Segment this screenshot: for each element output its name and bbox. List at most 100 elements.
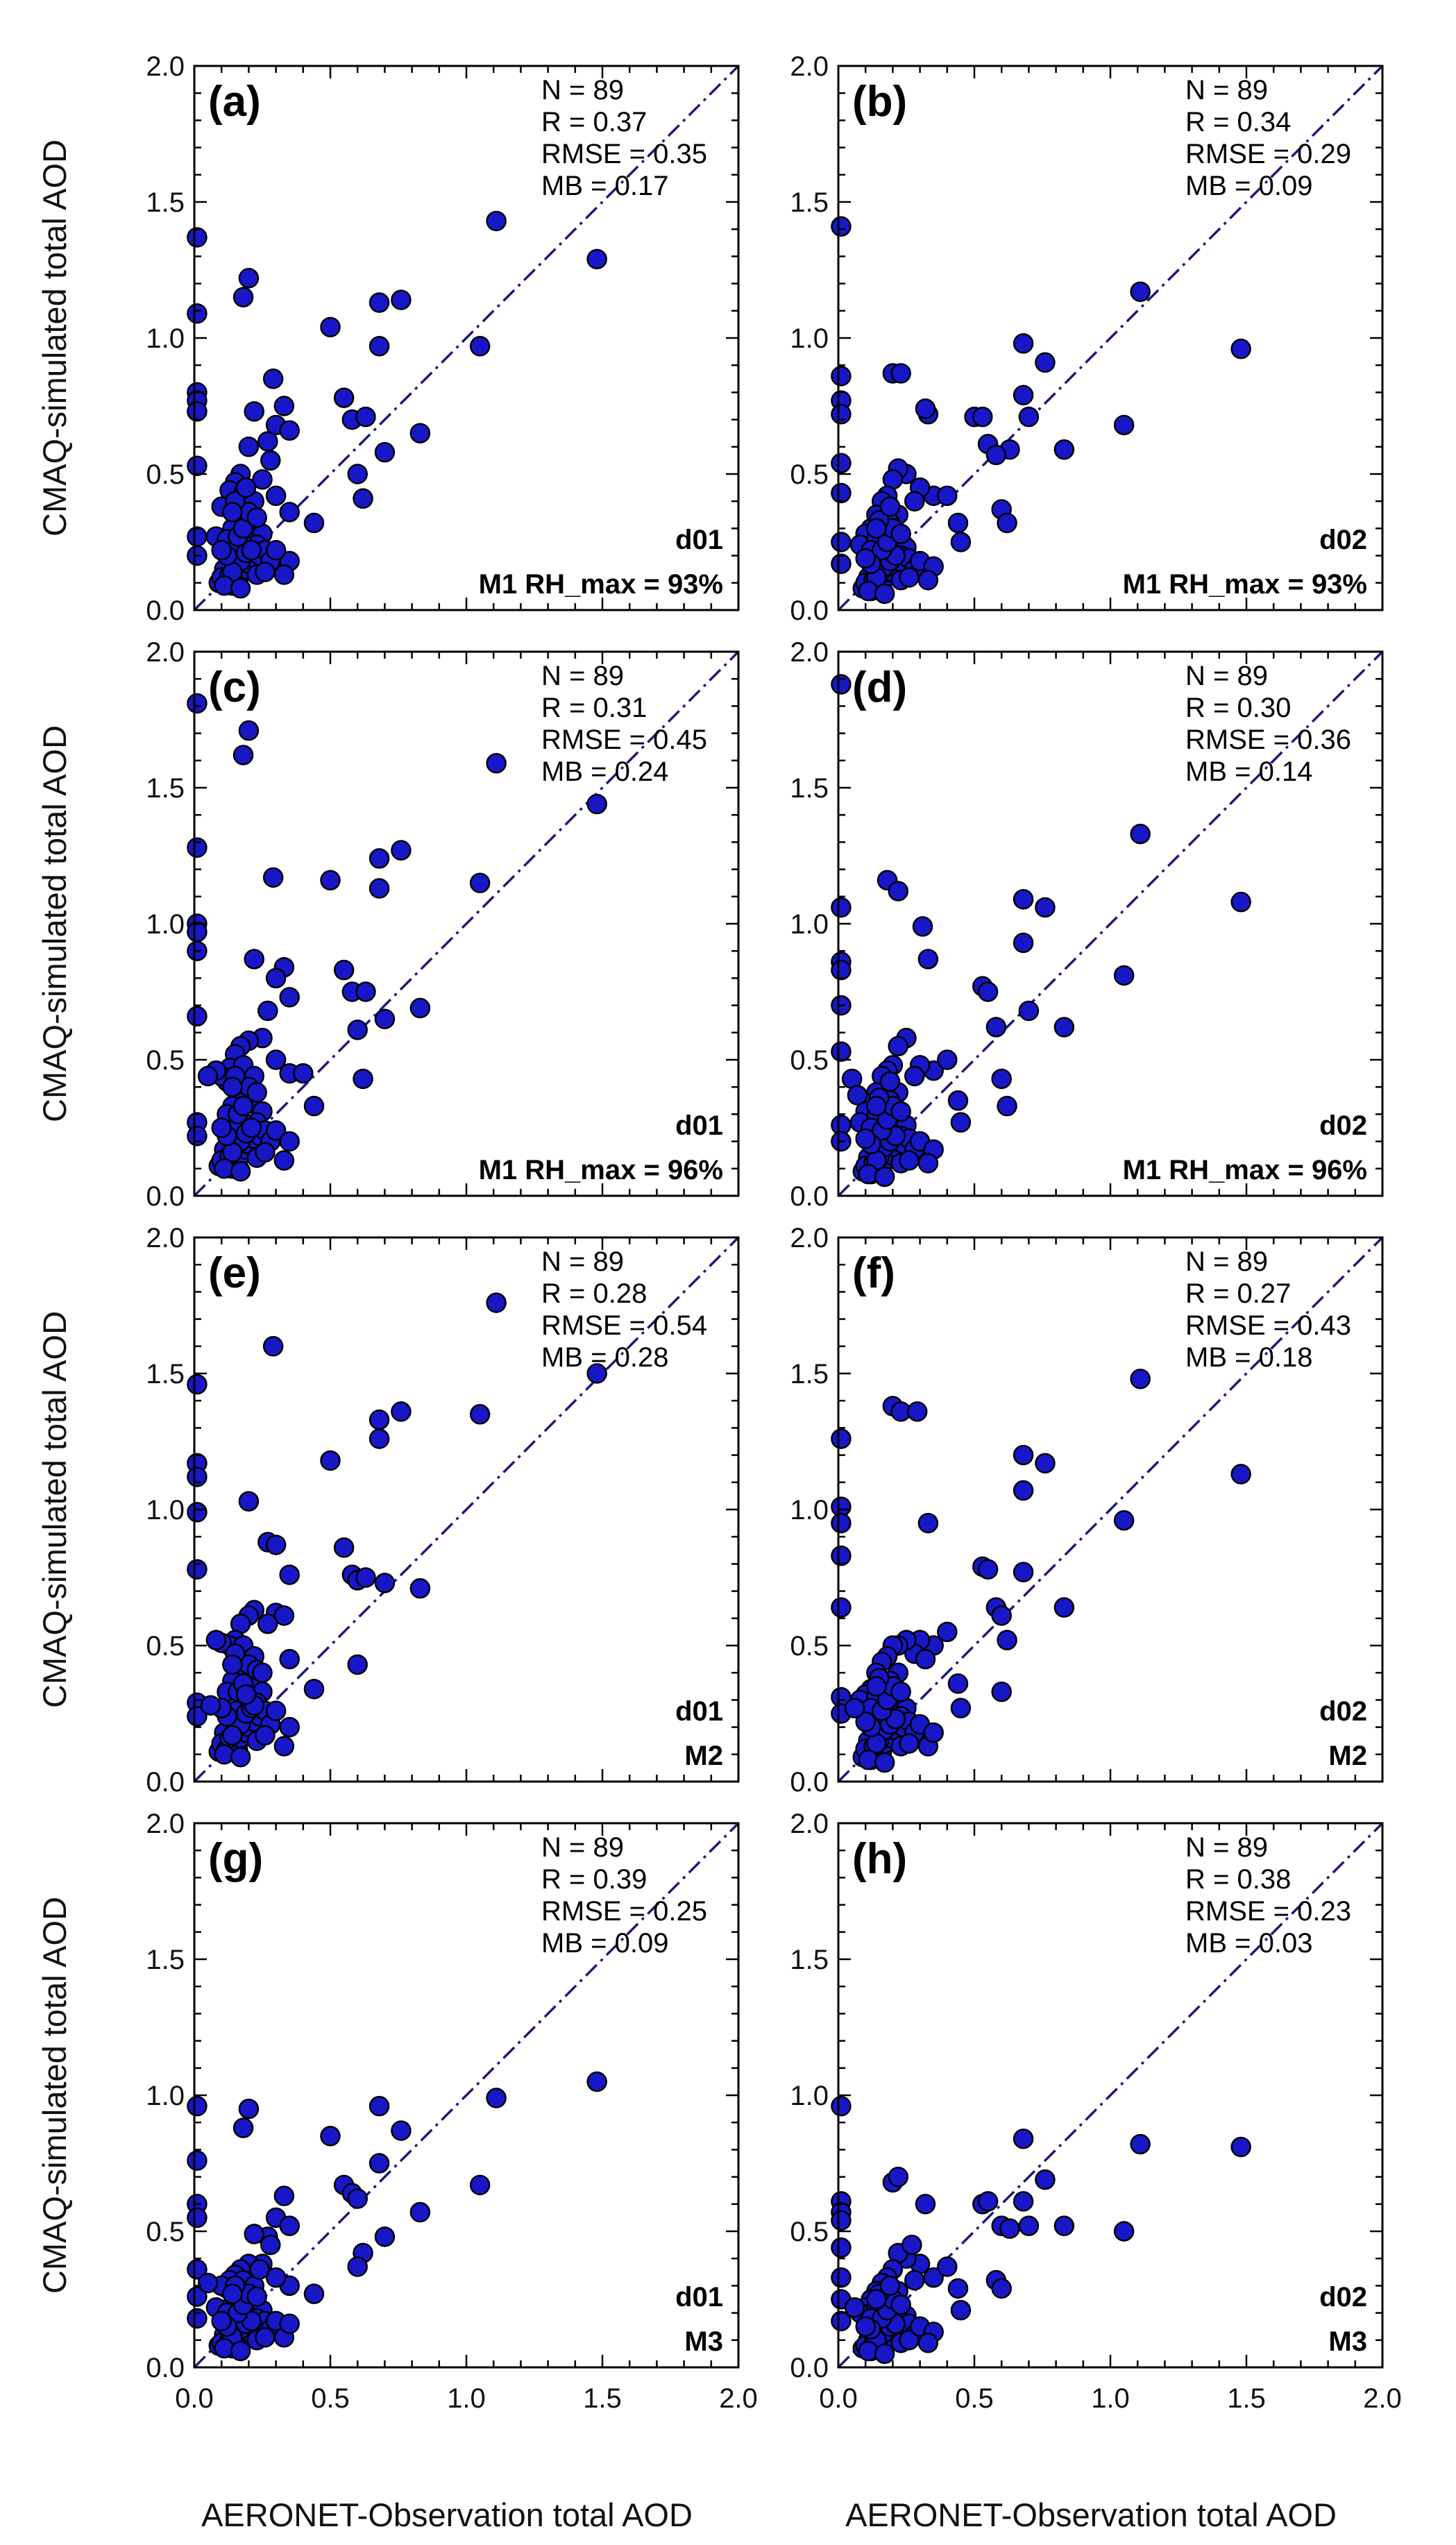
method-label: M1 RH_max = 96% — [1123, 1155, 1367, 1185]
data-point — [888, 2166, 908, 2188]
data-point — [230, 1160, 251, 1182]
data-point — [586, 1363, 607, 1384]
data-point — [279, 420, 300, 441]
stat-line: MB = 0.14 — [1185, 756, 1312, 787]
data-point — [255, 1725, 276, 1746]
data-point — [917, 570, 939, 591]
y-axis-title: CMAQ-simulated total AOD — [36, 1897, 73, 2294]
method-label: M1 RH_max = 96% — [479, 1155, 723, 1185]
y-tick-label: 0.0 — [790, 2353, 829, 2383]
stat-line: MB = 0.28 — [541, 1342, 668, 1373]
y-tick-label: 0.0 — [146, 2353, 185, 2383]
data-point — [235, 1684, 257, 1705]
x-tick-label: 0.5 — [311, 2383, 350, 2414]
data-point — [831, 959, 852, 981]
data-point — [831, 1041, 852, 1062]
data-point — [879, 1071, 901, 1092]
y-tick-label: 0.0 — [790, 1181, 829, 1212]
stat-line: MB = 0.09 — [1185, 171, 1312, 201]
stat-line: R = 0.38 — [1185, 1864, 1291, 1895]
data-point — [847, 1085, 868, 1106]
data-point — [391, 1401, 412, 1422]
data-point — [222, 1076, 243, 1097]
data-point — [912, 916, 933, 937]
y-tick-label: 2.0 — [146, 1809, 185, 1839]
x-tick-label: 0.0 — [175, 2383, 214, 2414]
stat-line: MB = 0.18 — [1185, 1342, 1312, 1373]
data-point — [232, 2117, 254, 2138]
data-point — [197, 1065, 219, 1087]
x-tick-label: 1.0 — [1091, 2383, 1130, 2414]
data-point — [200, 1695, 221, 1716]
data-point — [844, 1698, 865, 1718]
y-tick-label: 1.5 — [790, 1945, 829, 1975]
x-tick-label: 2.0 — [1363, 2383, 1402, 2414]
data-point — [279, 1716, 300, 1738]
y-tick-label: 0.0 — [790, 1767, 829, 1798]
data-point — [230, 2340, 251, 2362]
data-point — [1013, 1480, 1034, 1501]
stat-line: R = 0.30 — [1185, 693, 1291, 723]
data-point — [586, 248, 607, 270]
data-point — [950, 532, 972, 552]
data-point — [1013, 888, 1034, 910]
data-point — [187, 693, 208, 714]
method-label: M1 RH_max = 93% — [479, 569, 723, 600]
data-point — [874, 1166, 895, 1187]
panel-label: (h) — [852, 1835, 907, 1883]
panel-grid: 0.0 0.5 1.0 1.5 2.0 CMAQ-simulated total AOD (… — [36, 51, 1402, 2414]
data-point — [235, 477, 257, 498]
data-point — [374, 1008, 396, 1029]
data-point — [222, 1654, 243, 1675]
data-point — [874, 2343, 895, 2365]
data-point — [187, 455, 208, 476]
data-point — [187, 1373, 208, 1395]
data-point — [265, 540, 287, 561]
data-point — [469, 2174, 491, 2196]
data-point — [265, 2267, 287, 2288]
data-point — [369, 848, 390, 869]
data-point — [844, 2297, 865, 2318]
data-point — [874, 583, 895, 604]
data-point — [831, 216, 852, 237]
data-point — [1130, 1369, 1151, 1389]
y-tick-label: 0.5 — [790, 1045, 829, 1076]
data-point — [246, 2286, 267, 2307]
data-point — [391, 289, 412, 310]
scatter-panel-g: 0.0 0.5 1.0 1.5 2.0 0.0 0.5 1.0 1.5 2.0 CMAQ-simul… — [36, 1809, 758, 2414]
data-point — [985, 444, 1007, 466]
stat-line: R = 0.27 — [1185, 1278, 1291, 1309]
data-point — [333, 387, 355, 408]
x-tick-label: 2.0 — [719, 2383, 758, 2414]
data-point — [937, 1621, 958, 1643]
data-point — [917, 1153, 939, 1174]
domain-label: d02 — [1319, 2282, 1367, 2313]
data-point — [255, 2327, 276, 2348]
stat-line: MB = 0.17 — [541, 171, 668, 201]
data-point — [273, 396, 295, 416]
y-tick-label: 1.0 — [790, 323, 829, 354]
data-point — [320, 870, 341, 891]
data-point — [831, 482, 852, 504]
data-point — [265, 1049, 287, 1070]
data-point — [831, 1428, 852, 1449]
data-point — [347, 2188, 368, 2209]
data-point — [950, 2299, 972, 2321]
data-point — [1035, 897, 1056, 918]
data-point — [950, 1698, 972, 1718]
y-tick-label: 1.0 — [790, 2081, 829, 2111]
data-point — [369, 878, 390, 899]
one-to-one-line — [837, 1236, 1384, 1783]
data-point — [469, 872, 491, 893]
domain-label: d02 — [1319, 1110, 1367, 1141]
y-tick-label: 1.0 — [146, 323, 185, 354]
data-point — [355, 406, 376, 428]
data-point — [855, 2316, 876, 2337]
y-tick-label: 0.0 — [146, 1767, 185, 1798]
data-point — [246, 1082, 267, 1103]
scatter-panel-e: 0.0 0.5 1.0 1.5 2.0 CMAQ-simulated total AOD (… — [36, 1223, 740, 1798]
stat-line: RMSE = 0.54 — [541, 1310, 707, 1341]
x-axis-title-left: AERONET-Observation total AOD — [201, 2496, 693, 2533]
data-point — [187, 1126, 208, 1147]
